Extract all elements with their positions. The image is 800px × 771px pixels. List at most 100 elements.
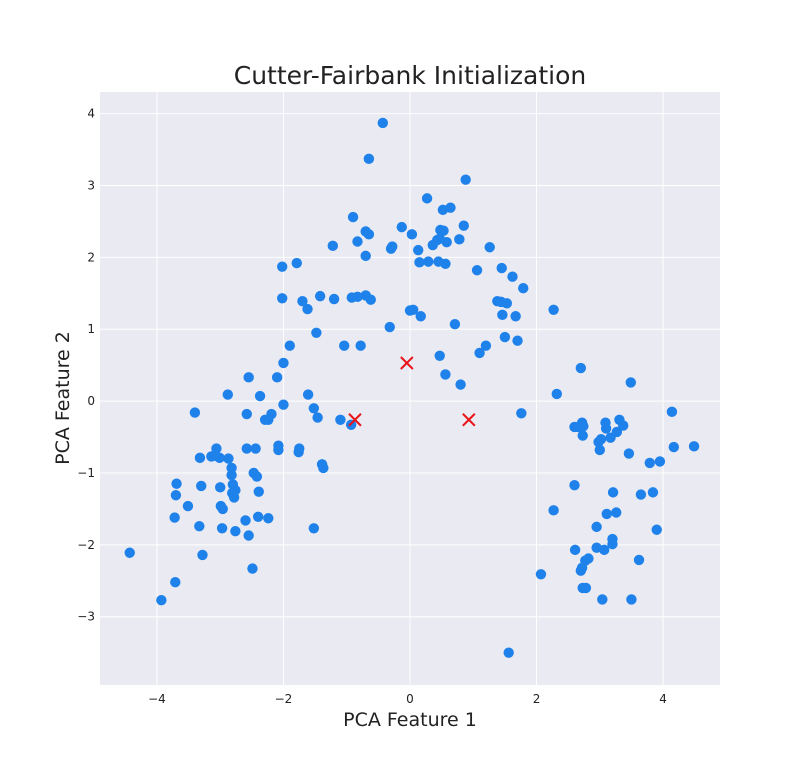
- data-point: [458, 220, 469, 231]
- y-tick-label: −1: [77, 466, 95, 480]
- data-point: [250, 443, 261, 454]
- data-point: [302, 389, 314, 400]
- data-point: [600, 423, 612, 434]
- data-point: [455, 379, 466, 390]
- data-point: [441, 237, 452, 248]
- data-point: [611, 426, 623, 438]
- data-point: [293, 446, 304, 458]
- data-point: [445, 202, 456, 213]
- data-point: [414, 257, 425, 268]
- data-point: [434, 350, 445, 361]
- data-point: [170, 490, 182, 501]
- data-point: [396, 221, 407, 233]
- data-point: [497, 309, 508, 321]
- data-point: [499, 331, 511, 343]
- data-point: [328, 293, 340, 305]
- y-tick-label: 2: [87, 250, 95, 264]
- data-point: [339, 340, 350, 351]
- data-point: [284, 340, 295, 351]
- data-point: [666, 406, 678, 418]
- data-point: [535, 569, 547, 580]
- y-tick-label: −2: [77, 538, 95, 552]
- data-point: [363, 229, 375, 240]
- data-point: [654, 456, 666, 467]
- data-point: [314, 290, 326, 302]
- data-point: [311, 327, 322, 338]
- y-tick-label: 0: [87, 394, 95, 408]
- data-point: [278, 357, 289, 369]
- data-point: [253, 486, 264, 497]
- chart-title: Cutter-Fairbank Initialization: [234, 61, 587, 90]
- data-point: [308, 523, 320, 534]
- data-point: [252, 511, 264, 523]
- data-point: [243, 372, 254, 383]
- data-point: [377, 117, 388, 129]
- data-point: [449, 318, 461, 330]
- data-point: [548, 304, 559, 315]
- data-point: [668, 441, 680, 453]
- data-point: [501, 298, 512, 309]
- data-point: [189, 407, 201, 418]
- data-point: [580, 582, 592, 594]
- data-point: [569, 479, 580, 491]
- data-point: [651, 524, 662, 535]
- data-point: [278, 399, 289, 410]
- y-tick-label: 4: [87, 107, 95, 121]
- data-point: [251, 471, 263, 482]
- data-point: [169, 512, 180, 523]
- data-point: [365, 294, 376, 305]
- data-point: [510, 311, 521, 322]
- data-point: [406, 229, 418, 240]
- data-point: [460, 174, 471, 185]
- data-point: [360, 250, 371, 262]
- x-tick-labels: −4 −2 0 2 4: [148, 692, 667, 706]
- data-point: [575, 565, 587, 576]
- data-point: [215, 482, 226, 493]
- y-axis-label: PCA Feature 2: [52, 331, 74, 465]
- data-point: [569, 544, 581, 556]
- data-point: [241, 443, 252, 454]
- y-tick-label: 1: [87, 322, 95, 336]
- data-point: [352, 291, 363, 303]
- y-tick-label: 3: [87, 178, 95, 192]
- data-point: [363, 153, 375, 165]
- data-point: [496, 262, 507, 274]
- data-point: [230, 525, 241, 537]
- x-tick-label: 4: [659, 692, 667, 706]
- data-point: [243, 530, 254, 541]
- data-point: [438, 225, 449, 236]
- data-point: [194, 520, 205, 532]
- data-point: [454, 234, 465, 245]
- data-point: [302, 303, 313, 315]
- data-point: [593, 436, 604, 448]
- data-point: [170, 577, 181, 588]
- x-tick-label: 0: [406, 692, 414, 706]
- data-point: [197, 549, 208, 561]
- data-point: [277, 293, 288, 304]
- data-point: [352, 236, 363, 247]
- data-point: [626, 594, 637, 605]
- x-axis-label: PCA Feature 1: [343, 709, 477, 731]
- data-point: [247, 563, 258, 574]
- data-point: [551, 388, 562, 400]
- data-point: [327, 240, 339, 252]
- data-point: [194, 452, 206, 464]
- gridlines: [100, 92, 720, 685]
- data-point: [484, 242, 495, 253]
- data-point: [512, 335, 523, 346]
- x-tick-label: 2: [533, 692, 541, 706]
- data-point: [240, 515, 251, 526]
- data-point: [312, 412, 323, 423]
- data-point: [291, 257, 302, 269]
- data-point: [633, 554, 645, 566]
- data-point: [217, 503, 228, 515]
- data-point: [415, 311, 426, 322]
- data-point: [618, 420, 629, 431]
- data-point: [223, 453, 234, 464]
- data-point: [196, 480, 207, 492]
- data-point: [601, 508, 612, 520]
- data-point: [518, 283, 529, 294]
- data-point: [228, 492, 240, 503]
- data-point: [384, 321, 395, 333]
